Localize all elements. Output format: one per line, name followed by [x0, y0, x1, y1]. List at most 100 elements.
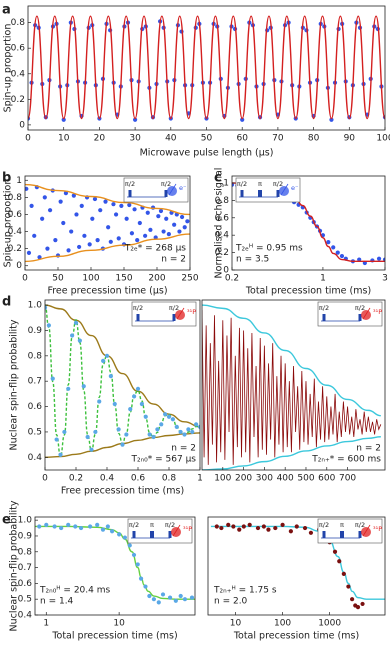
pulse: [240, 190, 244, 197]
data-point: [119, 203, 124, 209]
x-axis-title: Microwave pulse length (µs): [140, 148, 274, 159]
data-point: [148, 227, 153, 232]
data-point: [89, 447, 94, 452]
x-axis-title: Total precession time (ms): [245, 286, 371, 297]
y-tick-label: 0.8: [11, 18, 26, 28]
y-axis-title: Normalised echo signal: [214, 168, 225, 279]
plot-area: [25, 183, 190, 263]
data-point: [116, 236, 121, 241]
y-tick-label: 0.4: [215, 231, 230, 241]
x-tick-label: 0.8: [162, 474, 177, 484]
annotation: n = 2: [161, 255, 186, 265]
y-tick-label: 0.8: [18, 547, 33, 557]
data-point: [37, 255, 42, 260]
data-point: [335, 250, 340, 255]
data-point: [186, 427, 191, 432]
data-point: [147, 432, 152, 437]
spin-arrow: [362, 524, 371, 537]
pulse: [258, 190, 262, 197]
pulse-label: π/2: [165, 521, 175, 529]
fit-curve: [45, 304, 200, 458]
data-point: [138, 576, 144, 581]
data-point: [85, 434, 90, 440]
plot-frame: [24, 175, 191, 271]
data-point: [376, 256, 382, 261]
x-tick-label: 1000: [318, 619, 341, 629]
data-point: [58, 199, 63, 204]
plot-frame: [34, 516, 196, 616]
data-point: [355, 604, 361, 610]
pulse: [358, 531, 362, 538]
pulse-inset: π/2 π/2 e⁻: [123, 177, 189, 203]
data-point: [178, 593, 183, 599]
data-point: [139, 401, 144, 407]
data-point: [50, 376, 55, 381]
annotation: n = 3.5: [236, 255, 269, 265]
plot-area: [35, 522, 195, 605]
data-point: [95, 522, 100, 528]
x-tick-label: 70: [272, 134, 284, 144]
x-tick-label: 90: [344, 134, 356, 144]
data-point: [127, 543, 132, 548]
x-tick-label: 100: [82, 274, 99, 284]
annotation: n = 2: [171, 444, 196, 454]
x-tick-label: 1: [197, 474, 203, 484]
data-point: [108, 239, 113, 244]
inset-box: [235, 177, 301, 203]
data-point: [52, 524, 57, 529]
panel: 10 100 1000 Total precession time (ms) T₂ₙ₊ᴴ…: [207, 516, 386, 642]
x-tick-label: 3: [382, 274, 388, 284]
data-point: [70, 333, 75, 338]
spin-arrow: [172, 524, 181, 537]
spin-symbol: e⁻: [291, 184, 298, 192]
panel-letter: b: [2, 171, 11, 186]
x-tick-label: 200: [148, 274, 165, 284]
data-point: [273, 525, 278, 531]
x-tick-label: 100: [274, 619, 291, 629]
pulse: [322, 314, 326, 321]
data-point: [66, 522, 71, 528]
inset-box: [127, 518, 193, 544]
annotation: T₂ₙ₊* = 600 ms: [311, 455, 381, 465]
spin-arrow: [168, 183, 177, 196]
y-tick-label: 0.9: [28, 326, 43, 336]
x-tick-label: 150: [115, 274, 132, 284]
data-point: [266, 527, 271, 532]
spin-arrow: [176, 307, 185, 320]
data-point: [219, 525, 224, 531]
data-point: [104, 353, 110, 358]
x-tick-label: 0: [42, 474, 48, 484]
data-point: [226, 522, 231, 528]
spin-symbol: ³¹P: [187, 308, 196, 316]
y-tick-label: 1.0: [18, 516, 33, 526]
data-point: [177, 229, 182, 234]
y-tick-label: 0.6: [215, 213, 230, 223]
data-point: [113, 212, 119, 217]
data-point: [151, 434, 156, 440]
x-tick-label: 10: [230, 619, 242, 629]
pulse-label: π: [258, 180, 262, 188]
data-point: [197, 424, 200, 429]
annotation: T₂ₙ₀ᴴ = 20.4 ms: [39, 586, 110, 596]
annotation: n = 2.0: [214, 597, 248, 607]
data-point: [66, 248, 71, 253]
pulse-inset: π/2 π π/2 ³¹P: [127, 518, 193, 544]
x-tick-label: 300: [256, 474, 273, 484]
pulse-label: π/2: [319, 521, 329, 529]
data-point: [112, 401, 117, 407]
data-point: [151, 597, 156, 602]
data-point: [280, 522, 285, 528]
y-tick-label: 0.7: [28, 377, 42, 387]
data-point: [288, 529, 293, 534]
data-point: [111, 202, 116, 207]
x-tick-label: 500: [297, 474, 314, 484]
panel: 0 0.2 0.4 0.6 0.8 1 0.4 0.5 0.6 0.7 0.8 0.9 1.0 Free …: [2, 295, 203, 497]
data-point: [137, 220, 142, 226]
x-axis-title: Total precession time (ms): [233, 631, 359, 642]
panel-letter: c: [214, 171, 222, 186]
data-point: [90, 216, 95, 221]
data-point: [166, 414, 172, 419]
data-point: [108, 374, 113, 379]
y-tick-label: 0.5: [28, 427, 42, 437]
y-tick-label: 0.8: [28, 351, 43, 361]
